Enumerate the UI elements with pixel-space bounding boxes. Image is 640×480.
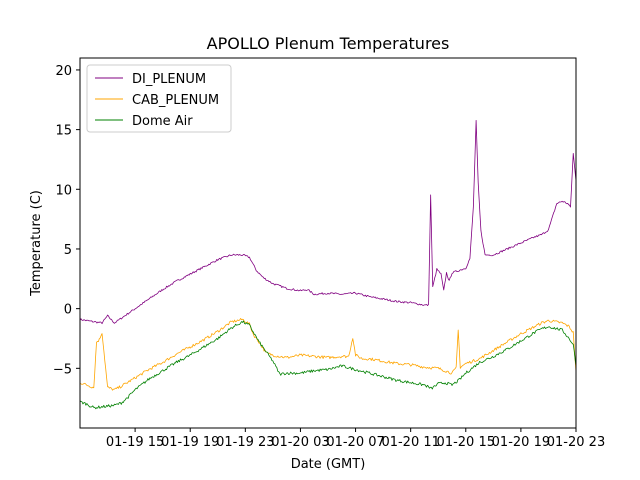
x-tick-label: 01-19 19 <box>161 435 219 450</box>
y-axis: −5 0 5 10 15 20 <box>53 64 80 377</box>
x-tick-label: 01-20 03 <box>271 435 329 450</box>
series-layer <box>79 119 577 410</box>
y-tick-label: 20 <box>55 64 72 79</box>
y-tick-label: 15 <box>55 124 72 139</box>
x-tick-label: 01-19 15 <box>106 435 164 450</box>
legend-label: Dome Air <box>132 114 193 129</box>
series-line-di-plenum <box>79 119 577 325</box>
y-tick-label: 0 <box>64 303 72 318</box>
chart-title: APOLLO Plenum Temperatures <box>207 34 450 53</box>
legend-box <box>86 64 232 133</box>
y-tick-label: 5 <box>64 243 72 258</box>
y-axis-label: Temperature (C) <box>29 190 44 297</box>
x-tick-label: 01-19 23 <box>216 435 274 450</box>
series-line-cab-plenum <box>79 318 577 391</box>
legend-label: CAB_PLENUM <box>132 93 219 108</box>
x-tick-label: 01-20 07 <box>326 435 384 450</box>
series-line-dome-air <box>79 320 577 410</box>
legend-label: DI_PLENUM <box>132 72 206 87</box>
x-axis-label: Date (GMT) <box>291 457 366 472</box>
x-tick-label: 01-20 11 <box>381 435 439 450</box>
x-tick-label: 01-20 19 <box>492 435 550 450</box>
x-tick-label: 01-20 23 <box>547 435 605 450</box>
chart-legend: DI_PLENUM CAB_PLENUM Dome Air <box>86 64 232 133</box>
y-tick-label: −5 <box>53 362 72 377</box>
plot-frame <box>79 57 577 429</box>
x-tick-label: 01-20 15 <box>437 435 495 450</box>
y-tick-label: 10 <box>55 183 72 198</box>
